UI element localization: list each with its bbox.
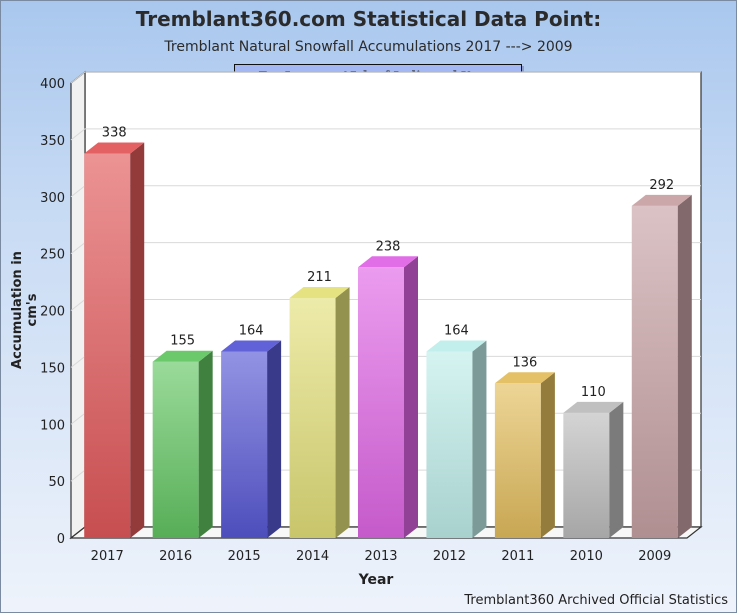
- bar-value-label: 110: [581, 385, 606, 400]
- y-tick-label: 200: [40, 305, 65, 320]
- bar-2015: [221, 340, 282, 538]
- x-tick-label: 2012: [433, 549, 466, 564]
- source-footer: Tremblant360 Archived Official Statistic…: [464, 593, 728, 608]
- bar-side: [335, 286, 350, 538]
- bar-2016: [152, 350, 213, 538]
- bar-2017: [84, 142, 145, 538]
- bar-top: [426, 340, 487, 352]
- bar-front: [221, 351, 268, 538]
- chart-title: Tremblant360.com Statistical Data Point:: [135, 7, 602, 31]
- x-tick-label: 2010: [570, 549, 603, 564]
- x-tick-label: 2017: [91, 549, 124, 564]
- bar-front: [358, 267, 404, 538]
- bar-value-label: 211: [307, 270, 332, 285]
- x-tick-label: 2009: [638, 549, 671, 564]
- x-axis-label: Year: [358, 572, 394, 588]
- bar-2013: [358, 256, 418, 538]
- bar-value-label: 136: [512, 355, 537, 370]
- bar-value-label: 164: [444, 323, 469, 338]
- bar-side: [130, 142, 145, 538]
- bar-side: [677, 194, 692, 538]
- bar-value-label: 155: [170, 334, 195, 349]
- bar-2012: [426, 340, 487, 538]
- bar-side: [540, 372, 555, 538]
- bar-front: [631, 205, 678, 538]
- y-tick-label: 100: [40, 418, 65, 433]
- bar-top: [563, 401, 624, 413]
- bar-front: [84, 153, 131, 538]
- y-tick-label: 150: [40, 361, 65, 376]
- y-tick-label: 400: [40, 77, 65, 92]
- bar-2009: [631, 194, 692, 538]
- bar-top: [358, 256, 418, 268]
- bar-top: [289, 286, 350, 298]
- bar-2014: [289, 286, 350, 538]
- bar-top: [152, 350, 213, 362]
- bar-value-label: 292: [649, 178, 674, 193]
- bar-side: [267, 340, 282, 538]
- gridline: [70, 71, 701, 84]
- bar-2011: [494, 372, 555, 538]
- gridline: [70, 128, 701, 141]
- bar-2010: [563, 401, 624, 538]
- bar-side: [198, 350, 213, 538]
- bar-front: [494, 383, 541, 538]
- bar-value-label: 238: [376, 239, 401, 254]
- bar-top: [221, 340, 282, 352]
- bar-front: [152, 361, 199, 538]
- bar-side: [609, 401, 624, 538]
- y-tick-label: 50: [48, 475, 65, 490]
- x-tick-label: 2014: [296, 549, 329, 564]
- x-tick-label: 2015: [228, 549, 261, 564]
- bar-value-label: 164: [239, 323, 264, 338]
- y-tick-label: 300: [40, 191, 65, 206]
- bar-front: [426, 351, 473, 538]
- bar-top: [494, 372, 555, 384]
- bar-side: [472, 340, 487, 538]
- x-tick-label: 2011: [501, 549, 534, 564]
- bar-side: [404, 256, 418, 538]
- bar-top: [84, 142, 145, 154]
- x-tick-label: 2013: [364, 549, 397, 564]
- bar-top: [631, 194, 692, 206]
- bar-front: [563, 412, 610, 538]
- x-tick-label: 2016: [159, 549, 192, 564]
- chart-subtitle: Tremblant Natural Snowfall Accumulations…: [164, 39, 573, 55]
- bar-front: [289, 297, 336, 538]
- y-tick-label: 0: [57, 532, 65, 547]
- bar-value-label: 338: [102, 126, 127, 141]
- y-tick-label: 250: [40, 248, 65, 263]
- y-tick-label: 350: [40, 134, 65, 149]
